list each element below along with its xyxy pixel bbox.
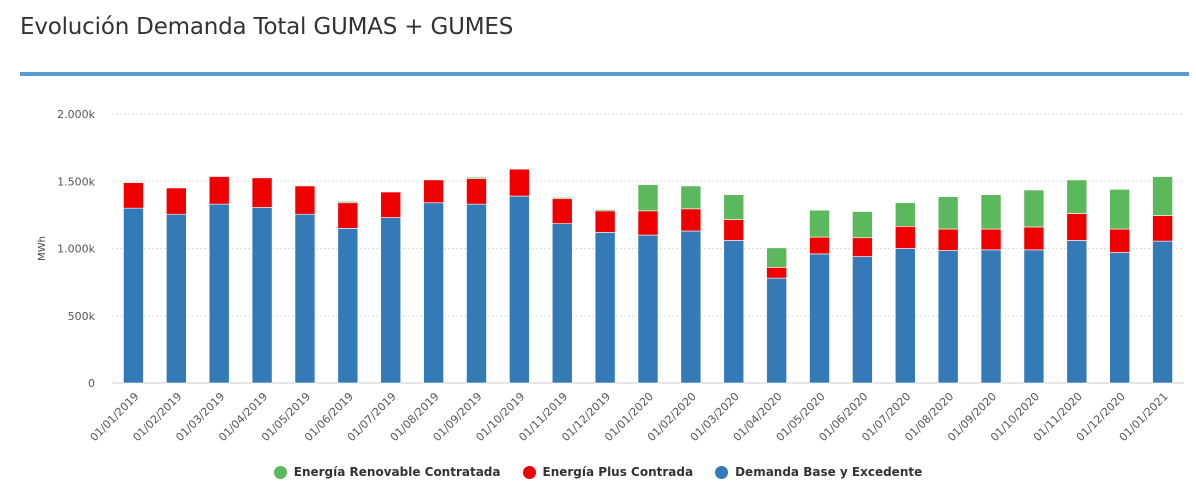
bar-plus[interactable] xyxy=(1066,213,1088,241)
bar-renovable[interactable] xyxy=(466,176,487,179)
bar-base[interactable] xyxy=(680,230,702,384)
bar-plus[interactable] xyxy=(1023,226,1045,251)
bar-renovable[interactable] xyxy=(1023,189,1045,228)
bar-plus[interactable] xyxy=(337,202,359,229)
bar-base[interactable] xyxy=(809,253,830,384)
bar-renovable[interactable] xyxy=(980,194,1002,230)
bar-renovable[interactable] xyxy=(1152,176,1173,216)
bar-plus[interactable] xyxy=(680,208,702,232)
bar-renovable[interactable] xyxy=(809,209,830,238)
bar-base[interactable] xyxy=(337,228,359,384)
bar-renovable[interactable] xyxy=(551,197,573,200)
legend-marker-renovable xyxy=(273,465,287,479)
bar-base[interactable] xyxy=(466,203,487,384)
bar-base[interactable] xyxy=(594,232,616,384)
bar-renovable[interactable] xyxy=(723,194,745,220)
y-tick-label: 2.000k xyxy=(57,108,95,121)
y-tick-label: 1.500k xyxy=(57,175,95,188)
legend-label-base: Demanda Base y Excedente xyxy=(735,465,923,479)
bar-base[interactable] xyxy=(723,240,745,384)
legend-item-renovable[interactable]: Energía Renovable Contratada xyxy=(273,465,501,479)
bar-plus[interactable] xyxy=(123,182,144,209)
bar-plus[interactable] xyxy=(894,226,916,249)
bar-renovable[interactable] xyxy=(937,196,959,230)
bar-base[interactable] xyxy=(766,277,787,384)
bar-base[interactable] xyxy=(852,256,873,384)
bar-plus[interactable] xyxy=(551,198,573,224)
bar-plus[interactable] xyxy=(466,178,487,205)
bar-base[interactable] xyxy=(980,249,1002,384)
bar-renovable[interactable] xyxy=(894,202,916,227)
legend-marker-plus xyxy=(522,465,536,479)
legend-item-plus[interactable]: Energía Plus Contrada xyxy=(522,465,694,479)
bar-base[interactable] xyxy=(637,234,659,384)
bar-renovable[interactable] xyxy=(594,209,616,212)
bar-renovable[interactable] xyxy=(852,211,873,239)
bar-plus[interactable] xyxy=(723,219,745,241)
bar-plus[interactable] xyxy=(1152,215,1173,242)
bar-plus[interactable] xyxy=(809,236,830,255)
y-tick-label: 1.000k xyxy=(57,243,95,256)
bar-renovable[interactable] xyxy=(637,184,659,212)
legend-marker-base xyxy=(715,465,729,479)
bar-plus[interactable] xyxy=(937,228,959,251)
bar-base[interactable] xyxy=(166,213,187,384)
bar-plus[interactable] xyxy=(294,185,316,215)
y-tick-label: 500k xyxy=(68,310,96,323)
legend-item-base[interactable]: Demanda Base y Excedente xyxy=(715,465,922,479)
bar-base[interactable] xyxy=(123,207,144,384)
bar-base[interactable] xyxy=(1152,240,1173,384)
bar-plus[interactable] xyxy=(766,267,787,279)
bar-plus[interactable] xyxy=(594,210,616,233)
bar-base[interactable] xyxy=(251,207,273,384)
y-tick-label: 0 xyxy=(88,377,95,390)
bar-base[interactable] xyxy=(894,248,916,384)
bar-plus[interactable] xyxy=(852,237,873,257)
bar-plus[interactable] xyxy=(380,191,402,218)
bar-base[interactable] xyxy=(1109,252,1130,384)
stacked-bar-chart: 0500k1.000k1.500k2.000kMWh01/01/201901/0… xyxy=(37,108,1184,444)
bar-plus[interactable] xyxy=(509,168,530,197)
y-axis-label: MWh xyxy=(37,236,48,261)
bar-plus[interactable] xyxy=(208,176,230,205)
bar-base[interactable] xyxy=(1066,240,1088,384)
bar-plus[interactable] xyxy=(1109,228,1130,253)
bar-renovable[interactable] xyxy=(337,201,359,204)
chart-title: Evolución Demanda Total GUMAS + GUMES xyxy=(20,14,514,40)
bar-plus[interactable] xyxy=(251,177,273,208)
legend-label-plus: Energía Plus Contrada xyxy=(542,465,694,479)
bar-base[interactable] xyxy=(509,195,530,384)
bar-plus[interactable] xyxy=(637,210,659,236)
bar-base[interactable] xyxy=(551,223,573,384)
legend-label-renovable: Energía Renovable Contratada xyxy=(293,465,501,479)
bar-renovable[interactable] xyxy=(1109,189,1130,230)
bar-renovable[interactable] xyxy=(680,185,702,210)
bar-base[interactable] xyxy=(423,202,444,384)
bar-base[interactable] xyxy=(208,203,230,384)
bar-plus[interactable] xyxy=(166,187,187,215)
chart-legend: Energía Renovable Contratada Energía Plu… xyxy=(0,465,1196,479)
title-underline xyxy=(20,72,1189,76)
bar-renovable[interactable] xyxy=(766,247,787,268)
bar-base[interactable] xyxy=(1023,249,1045,384)
bar-base[interactable] xyxy=(380,217,402,384)
bar-base[interactable] xyxy=(294,213,316,384)
bar-renovable[interactable] xyxy=(1066,179,1088,214)
bar-plus[interactable] xyxy=(980,228,1002,251)
bar-plus[interactable] xyxy=(423,179,444,204)
bar-base[interactable] xyxy=(937,250,959,384)
